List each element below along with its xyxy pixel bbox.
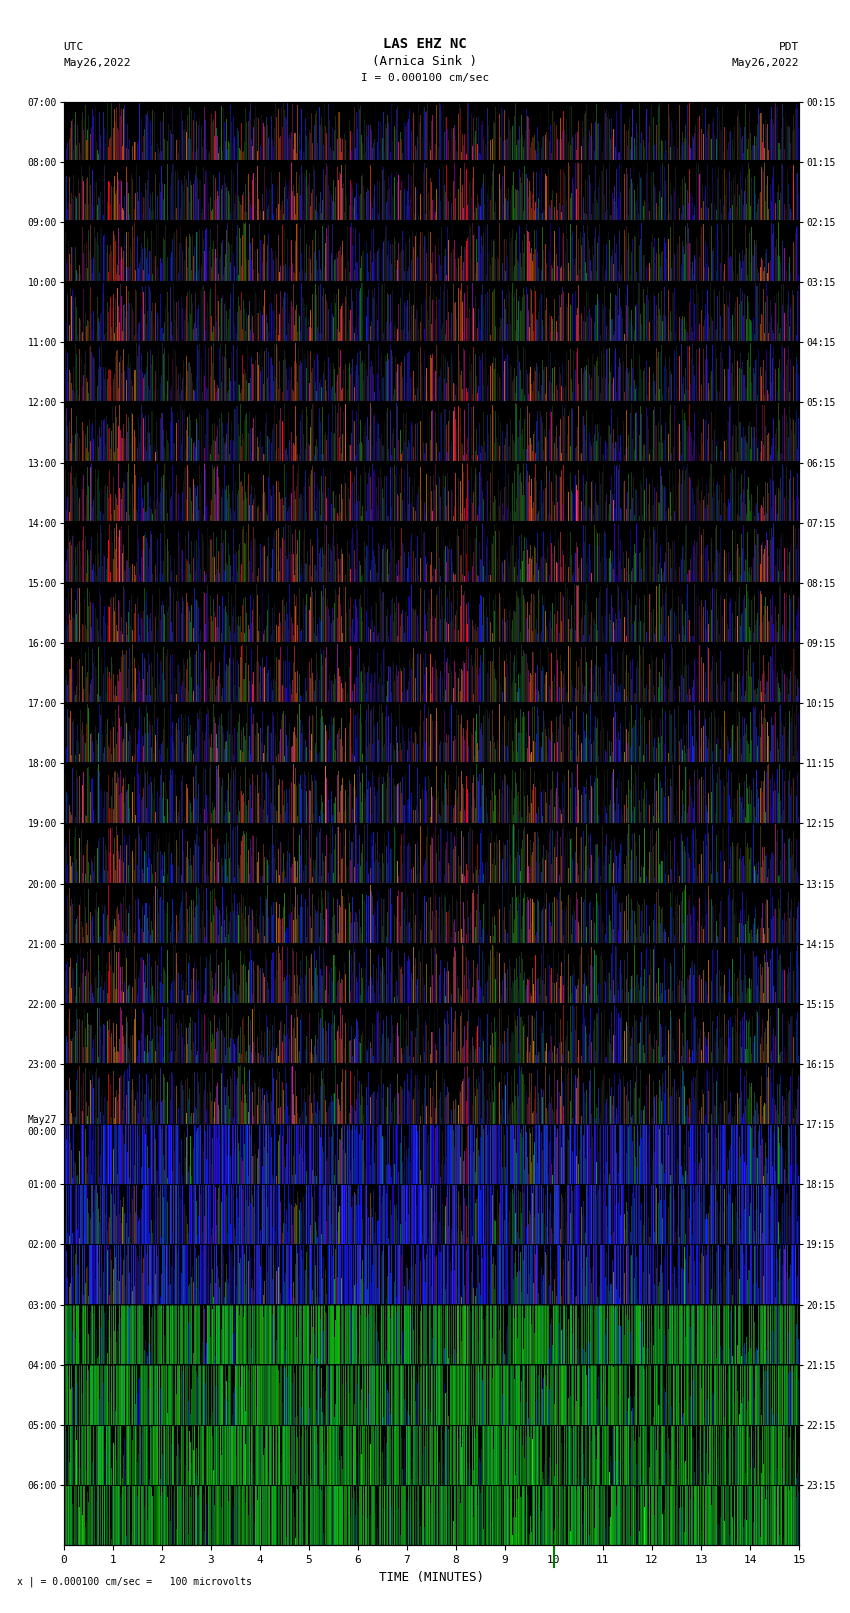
Text: UTC: UTC [64, 42, 84, 52]
Text: May26,2022: May26,2022 [732, 58, 799, 68]
Text: (Arnica Sink ): (Arnica Sink ) [372, 55, 478, 68]
Text: x | = 0.000100 cm/sec =   100 microvolts: x | = 0.000100 cm/sec = 100 microvolts [17, 1576, 252, 1587]
X-axis label: TIME (MINUTES): TIME (MINUTES) [379, 1571, 484, 1584]
Text: LAS EHZ NC: LAS EHZ NC [383, 37, 467, 52]
Text: I = 0.000100 cm/sec: I = 0.000100 cm/sec [361, 73, 489, 82]
Text: May26,2022: May26,2022 [64, 58, 131, 68]
Text: PDT: PDT [779, 42, 799, 52]
